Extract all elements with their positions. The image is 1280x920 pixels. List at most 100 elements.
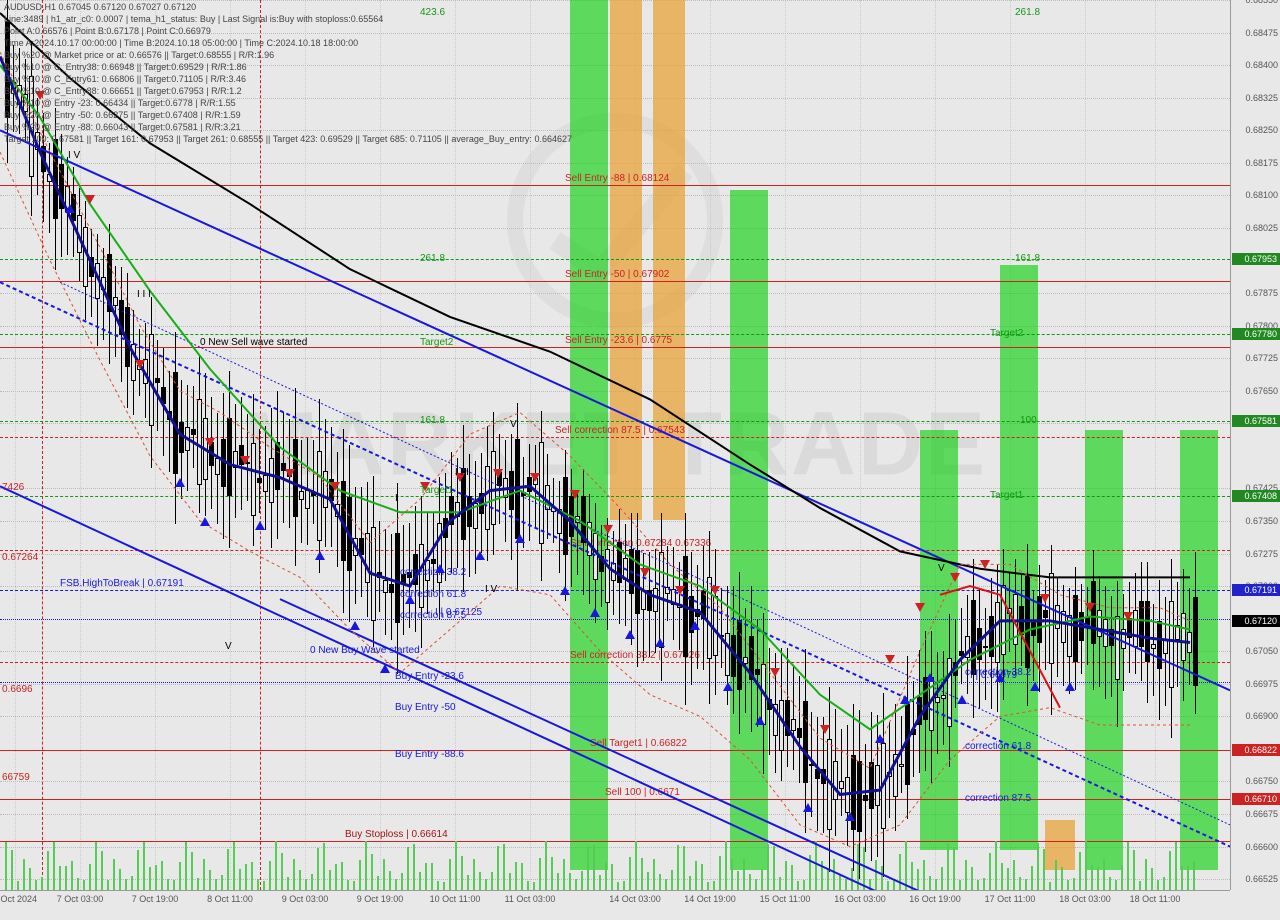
volume-bar — [971, 867, 973, 890]
volume-bar — [227, 849, 229, 890]
price-tick: 0.68025 — [1245, 223, 1278, 233]
volume-bar — [563, 859, 565, 890]
fib-label: 161.8 — [1015, 253, 1040, 264]
volume-bar — [665, 879, 667, 890]
info-line10: Buy %20 @ Entry -88: 0.66043 || Target:0… — [4, 122, 241, 132]
fib-label: Buy Entry -88.6 — [395, 749, 464, 760]
volume-bar — [377, 876, 379, 890]
volume-bar — [1067, 880, 1069, 890]
volume-bar — [383, 859, 385, 890]
price-tick: 0.66600 — [1245, 842, 1278, 852]
fib-label: correction 61.8 — [965, 741, 1031, 752]
volume-bar — [827, 870, 829, 890]
volume-bar — [593, 845, 595, 890]
volume-bar — [341, 862, 343, 890]
volume-bar — [59, 866, 61, 890]
price-tick: 0.68175 — [1245, 158, 1278, 168]
left-price-label: 0.67264 — [2, 552, 38, 563]
volume-bar — [197, 878, 199, 890]
fib-label: Target1 — [990, 490, 1023, 501]
time-tick: 14 Oct 03:00 — [609, 894, 661, 904]
volume-bar — [215, 879, 217, 890]
price-tag: 0.67191 — [1232, 584, 1280, 596]
sell-arrow-icon — [570, 490, 580, 499]
info-line8: Buy %10 @ Entry -23: 0.66434 || Target:0… — [4, 98, 236, 108]
volume-bar — [431, 863, 433, 890]
volume-bar — [887, 881, 889, 890]
sell-arrow-icon — [285, 469, 295, 478]
volume-bar — [1025, 879, 1027, 890]
volume-bar — [83, 880, 85, 890]
price-tag: 0.67120 — [1232, 615, 1280, 627]
buy-arrow-icon — [65, 204, 75, 213]
price-tick: 0.68400 — [1245, 60, 1278, 70]
wave-label: V — [938, 563, 945, 574]
sell-arrow-icon — [675, 586, 685, 595]
buy-arrow-icon — [315, 551, 325, 560]
chart-plot-area[interactable]: MARKET TRADE Sell Entry -88 | 0.68124Sel… — [0, 0, 1230, 890]
volume-bar — [1139, 881, 1141, 890]
volume-bar — [953, 848, 955, 890]
volume-bar — [947, 843, 949, 890]
volume-bar — [863, 847, 865, 890]
volume-bar — [995, 841, 997, 890]
sell-arrow-icon — [820, 725, 830, 734]
price-tick: 0.67050 — [1245, 646, 1278, 656]
volume-bar — [185, 842, 187, 890]
volume-bar — [317, 848, 319, 890]
sell-arrow-icon — [493, 469, 503, 478]
volume-bar — [545, 841, 547, 890]
level-label: Sell correction 38.2 | 0.67026 — [570, 650, 700, 661]
volume-bar — [113, 859, 115, 890]
buy-arrow-icon — [380, 664, 390, 673]
time-tick: 9 Oct 19:00 — [357, 894, 404, 904]
volume-bar — [575, 879, 577, 890]
volume-bar — [209, 870, 211, 890]
volume-bar — [521, 863, 523, 890]
level-label: Sell Entry -50 | 0.67902 — [565, 269, 669, 280]
info-line3: Time A:2024.10.17 00:00:00 | Time B:2024… — [4, 38, 358, 48]
volume-bar — [335, 864, 337, 890]
volume-bar — [617, 882, 619, 890]
volume-bar — [221, 875, 223, 890]
volume-bar — [671, 870, 673, 890]
volume-bar — [491, 872, 493, 890]
volume-bar — [1079, 852, 1081, 890]
volume-bar — [977, 880, 979, 890]
volume-bar — [269, 861, 271, 890]
price-tick: 0.66900 — [1245, 711, 1278, 721]
volume-bar — [497, 846, 499, 890]
volume-bar — [653, 859, 655, 890]
volume-bar — [713, 881, 715, 890]
volume-bar — [683, 846, 685, 890]
volume-bar — [515, 862, 517, 890]
volume-bar — [425, 863, 427, 890]
volume-bar — [1169, 851, 1171, 890]
volume-bar — [5, 842, 7, 890]
fib-label: correction 38.2 — [965, 667, 1031, 678]
price-tick: 0.67275 — [1245, 549, 1278, 559]
horizontal-level — [0, 496, 1230, 497]
volume-bar — [191, 852, 193, 890]
volume-bar — [569, 873, 571, 890]
info-line2: Point A:0.66576 | Point B:0.67178 | Poin… — [4, 26, 211, 36]
volume-bar — [635, 841, 637, 890]
level-label: Buy Stoploss | 0.66614 — [345, 829, 448, 840]
volume-bar — [1073, 878, 1075, 890]
volume-bar — [233, 842, 235, 890]
volume-bar — [449, 859, 451, 890]
volume-bar — [71, 861, 73, 890]
buy-arrow-icon — [625, 630, 635, 639]
sell-arrow-icon — [980, 560, 990, 569]
volume-bar — [1013, 860, 1015, 890]
buy-arrow-icon — [1065, 682, 1075, 691]
volume-bar — [239, 869, 241, 890]
wave-label: I V — [68, 150, 80, 161]
price-tag: 0.66822 — [1232, 744, 1280, 756]
wave-label: I I I — [455, 467, 469, 478]
level-label: Sell Target1 | 0.66822 — [590, 738, 687, 749]
volume-bar — [641, 858, 643, 890]
volume-bar — [359, 860, 361, 890]
volume-bar — [287, 877, 289, 890]
buy-arrow-icon — [200, 517, 210, 526]
